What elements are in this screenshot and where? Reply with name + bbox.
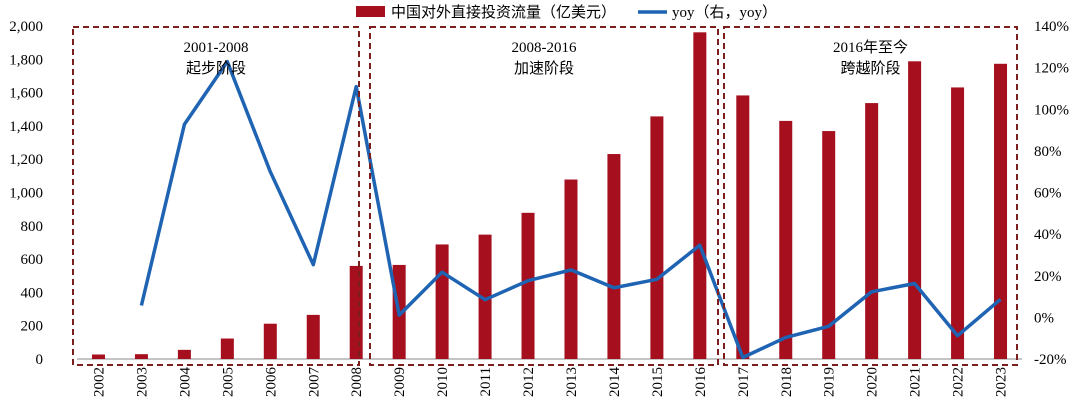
phase-box xyxy=(723,26,1018,366)
x-tick-label: 2021 xyxy=(908,367,924,397)
phase-subtitle: 起步阶段 xyxy=(186,60,246,77)
phase-subtitle: 跨越阶段 xyxy=(840,60,900,77)
y-left-tick-label: 1,200 xyxy=(9,152,43,168)
y-left-tick-label: 1,800 xyxy=(9,52,43,68)
y-right-tick-label: -20% xyxy=(1034,352,1067,368)
y-right-tick-label: 0% xyxy=(1034,310,1054,326)
bar xyxy=(865,103,879,359)
x-tick-label: 2018 xyxy=(779,367,795,397)
bar xyxy=(306,314,320,359)
y-right-tick-label: 80% xyxy=(1034,144,1062,160)
y-right-tick-label: 100% xyxy=(1034,102,1069,118)
x-tick-label: 2003 xyxy=(134,367,150,397)
y-right-tick-label: 20% xyxy=(1034,269,1062,285)
x-tick-label: 2022 xyxy=(951,367,967,397)
bar xyxy=(908,61,922,359)
bar xyxy=(263,323,277,359)
y-right-tick-label: 40% xyxy=(1034,227,1062,243)
legend-bar-swatch xyxy=(356,6,385,17)
x-tick-label: 2019 xyxy=(822,367,838,397)
bar xyxy=(607,154,621,359)
phase-box xyxy=(72,26,360,366)
bar xyxy=(822,131,836,359)
y-left-tick-label: 1,600 xyxy=(9,86,43,102)
y-left-tick-label: 800 xyxy=(21,219,44,235)
x-tick-label: 2011 xyxy=(478,367,494,396)
x-tick-label: 2020 xyxy=(865,367,881,397)
bar xyxy=(521,212,535,359)
bar xyxy=(134,354,148,359)
bar xyxy=(435,244,449,359)
phase-title: 2001-2008 xyxy=(184,40,249,56)
x-tick-label: 2002 xyxy=(91,367,107,397)
x-tick-label: 2023 xyxy=(994,367,1010,397)
x-tick-label: 2016 xyxy=(693,367,709,398)
y-left-tick-label: 2,000 xyxy=(9,19,43,35)
y-right-tick-label: 120% xyxy=(1034,61,1069,77)
x-tick-label: 2010 xyxy=(435,367,451,397)
bar xyxy=(693,32,707,360)
x-tick-label: 2017 xyxy=(736,367,752,398)
x-tick-label: 2013 xyxy=(564,367,580,397)
x-tick-label: 2004 xyxy=(177,367,193,398)
x-tick-label: 2009 xyxy=(392,367,408,397)
bar xyxy=(650,116,664,359)
phase-box xyxy=(369,26,719,366)
phase-subtitle: 加速阶段 xyxy=(514,60,574,77)
x-tick-label: 2012 xyxy=(521,367,537,397)
bar xyxy=(951,87,965,359)
x-tick-label: 2005 xyxy=(220,367,236,397)
bar xyxy=(349,265,363,359)
legend-bar-label: 中国对外直接投资流量（亿美元） xyxy=(391,4,616,21)
bar xyxy=(478,234,492,359)
bar xyxy=(736,95,750,360)
yoy-line xyxy=(139,59,1002,360)
y-left-tick-label: 1,000 xyxy=(9,186,43,202)
x-tick-label: 2015 xyxy=(650,367,666,397)
x-tick-label: 2008 xyxy=(349,367,365,397)
x-tick-label: 2007 xyxy=(306,367,322,398)
y-left-tick-label: 400 xyxy=(21,285,44,301)
phase-title: 2016年至今 xyxy=(833,39,908,56)
legend-line-label: yoy（右，yoy） xyxy=(672,4,777,21)
bar xyxy=(779,120,793,359)
y-left-tick-label: 1,400 xyxy=(9,119,43,135)
bar xyxy=(177,349,191,359)
y-right-tick-label: 60% xyxy=(1034,186,1062,202)
bar xyxy=(220,338,234,359)
x-tick-label: 2014 xyxy=(607,367,623,398)
phase-title: 2008-2016 xyxy=(512,40,577,56)
x-tick-label: 2006 xyxy=(263,367,279,398)
y-left-tick-label: 600 xyxy=(21,252,44,268)
y-right-tick-label: 140% xyxy=(1034,19,1069,35)
y-left-tick-label: 200 xyxy=(21,319,44,335)
y-left-tick-label: 0 xyxy=(36,352,44,368)
bar xyxy=(994,63,1008,359)
bar xyxy=(91,354,105,359)
